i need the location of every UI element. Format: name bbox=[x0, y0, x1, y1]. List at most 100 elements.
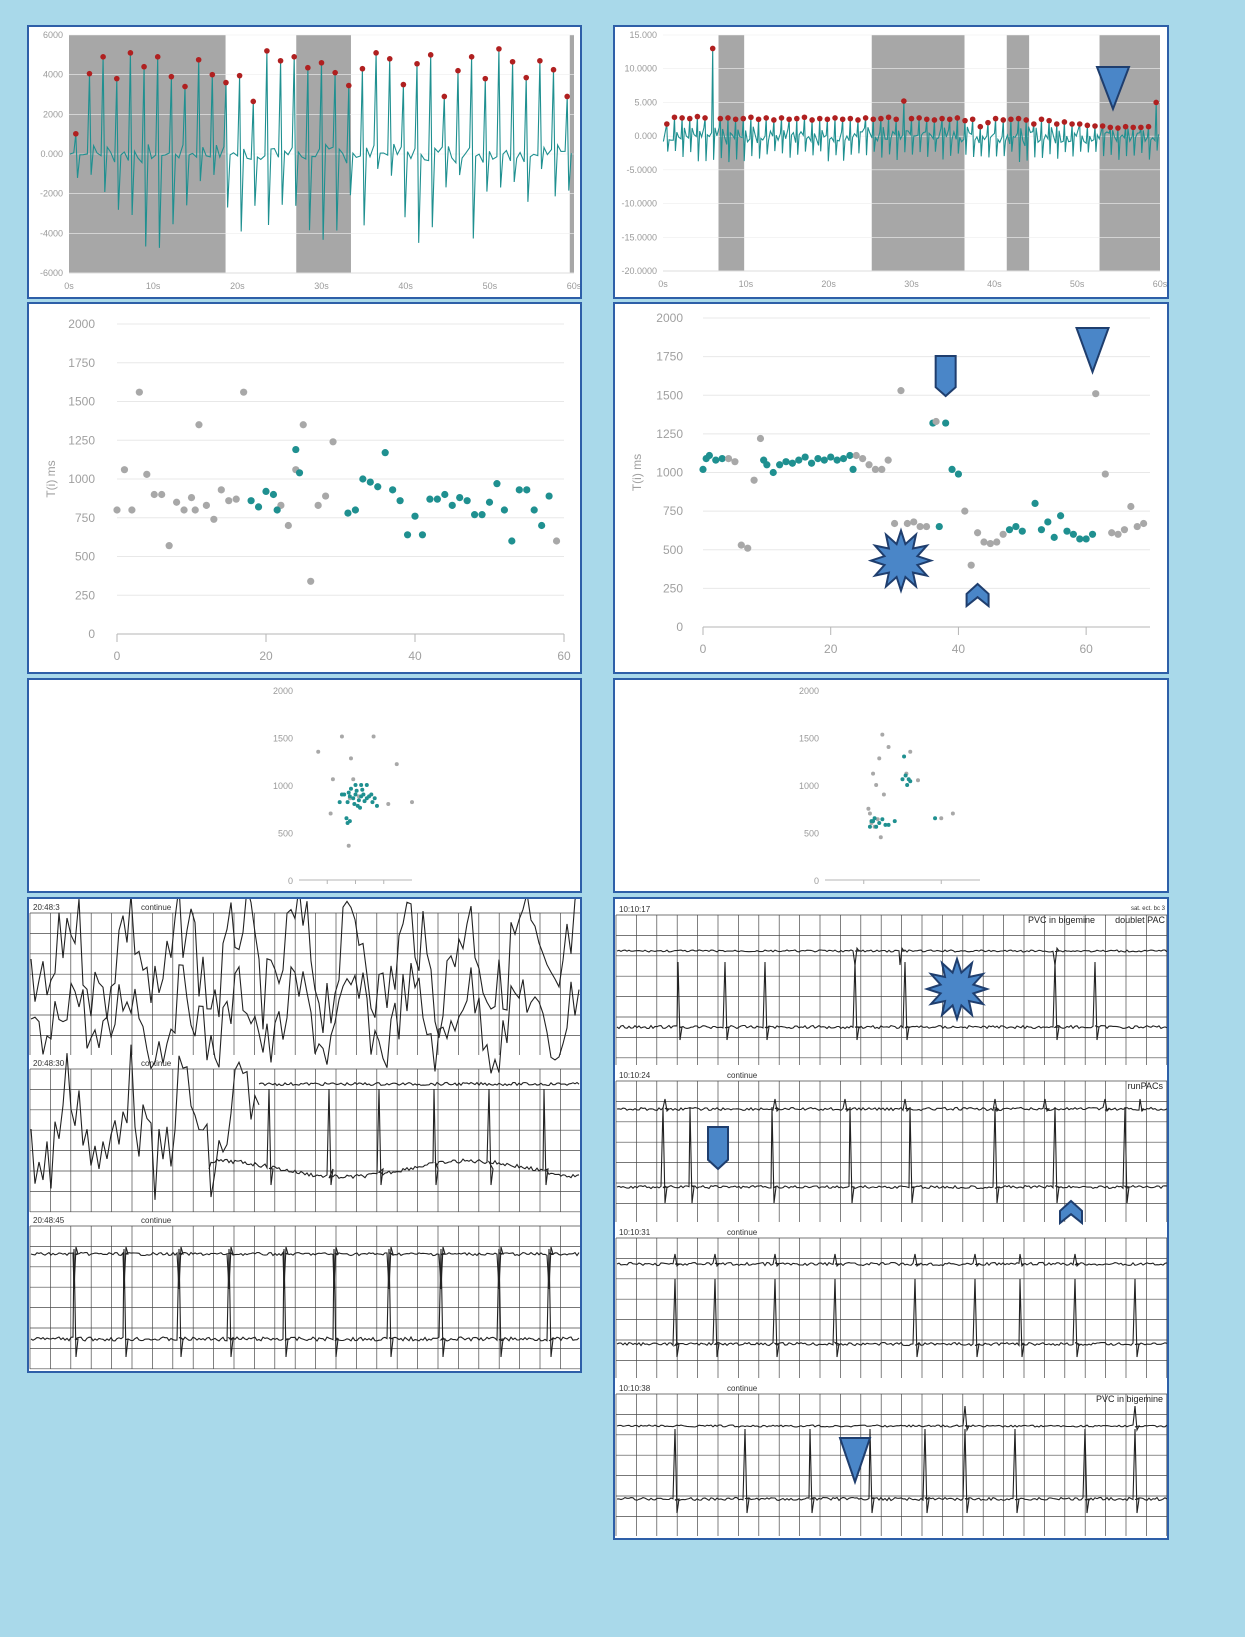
r-peak-marker bbox=[862, 115, 869, 121]
teal-data-point bbox=[381, 449, 389, 457]
ecg-grid bbox=[615, 914, 1167, 1065]
teal-data-point bbox=[345, 800, 350, 805]
y-tick-label: 1750 bbox=[68, 356, 95, 370]
teal-data-point bbox=[352, 802, 357, 806]
r-peak-marker bbox=[878, 115, 884, 122]
teal-data-point bbox=[1082, 535, 1090, 543]
y-tick-label: 2000 bbox=[799, 686, 819, 696]
r-peak-marker bbox=[86, 70, 93, 77]
y-tick-label: 0.000 bbox=[40, 149, 63, 159]
r-peak-marker bbox=[732, 116, 739, 123]
shaded-region-0 bbox=[718, 35, 745, 271]
y-tick-label: 500 bbox=[75, 550, 95, 564]
grey-data-point bbox=[890, 519, 899, 528]
teal-data-point bbox=[500, 506, 508, 514]
ecg-trace-upper bbox=[616, 1098, 1167, 1113]
r-peak-marker bbox=[709, 45, 716, 52]
teal-data-point bbox=[403, 531, 412, 539]
grey-data-point bbox=[217, 486, 225, 494]
starburst-marker bbox=[867, 527, 935, 594]
shaded-region-1 bbox=[871, 35, 965, 271]
teal-data-point bbox=[827, 453, 835, 461]
teal-data-point bbox=[699, 465, 707, 474]
x-tick-label: 20 bbox=[824, 642, 838, 656]
r-peak-marker bbox=[100, 54, 106, 60]
x-tick-label: 30s bbox=[314, 281, 329, 291]
ecg-trace-lower bbox=[616, 1106, 1167, 1204]
teal-data-point bbox=[347, 819, 352, 824]
grey-data-point bbox=[240, 388, 248, 396]
grey-data-point bbox=[939, 816, 944, 821]
teal-data-point bbox=[370, 800, 375, 805]
ecg-trace-upper bbox=[616, 1405, 1167, 1433]
grey-data-point bbox=[328, 811, 333, 816]
teal-data-point bbox=[846, 451, 854, 460]
grey-data-point bbox=[744, 544, 752, 552]
teal-data-point bbox=[353, 792, 358, 797]
teal-data-point bbox=[820, 456, 828, 464]
teal-data-point bbox=[411, 512, 419, 520]
grey-data-point bbox=[897, 387, 905, 395]
y-tick-label: 0 bbox=[814, 876, 819, 886]
grey-data-point bbox=[351, 777, 356, 782]
x-tick-label: 10s bbox=[739, 279, 754, 289]
teal-data-point bbox=[348, 786, 353, 791]
y-tick-label: 2000 bbox=[273, 686, 293, 696]
teal-data-point bbox=[351, 506, 359, 514]
y-tick-label: -6000 bbox=[40, 268, 63, 278]
grey-data-point bbox=[1140, 519, 1148, 528]
grey-data-point bbox=[756, 434, 765, 443]
teal-data-point bbox=[1012, 522, 1020, 531]
strip-timestamp: 10:10:31 bbox=[619, 1228, 651, 1237]
r-peak-marker bbox=[686, 115, 693, 122]
r-peak-marker bbox=[816, 115, 823, 122]
r-peak-marker bbox=[496, 46, 502, 52]
r-peak-marker bbox=[839, 116, 846, 123]
teal-data-point bbox=[1005, 526, 1014, 534]
strip-note: continue bbox=[141, 1059, 172, 1068]
y-tick-label: 250 bbox=[75, 588, 95, 602]
grey-data-point bbox=[886, 745, 891, 749]
grey-data-point bbox=[1101, 470, 1109, 478]
strip-header bbox=[29, 901, 580, 913]
r-peak-marker bbox=[182, 83, 188, 90]
teal-data-point bbox=[508, 537, 516, 545]
grey-data-point bbox=[932, 417, 940, 426]
grey-data-point bbox=[191, 506, 199, 514]
grey-data-point bbox=[724, 454, 733, 463]
triangle-marker bbox=[1075, 327, 1110, 375]
r-peak-marker bbox=[916, 115, 922, 121]
teal-data-point bbox=[418, 531, 427, 539]
x-tick-label: 10s bbox=[146, 281, 161, 291]
x-tick-label: 50s bbox=[1070, 279, 1085, 289]
ecg-trace-upper bbox=[616, 1253, 1167, 1268]
poincare-left-chart: 0 500 1000 1500 2000 bbox=[273, 686, 414, 886]
grey-data-point bbox=[330, 777, 335, 782]
teal-data-point bbox=[344, 816, 349, 821]
ecg-grid bbox=[29, 1068, 580, 1213]
triangle-marker bbox=[1095, 66, 1131, 112]
grey-data-point bbox=[881, 792, 886, 797]
y-tick-label: -4000 bbox=[40, 228, 63, 238]
r-peak-marker bbox=[939, 115, 945, 122]
teal-data-point bbox=[705, 451, 713, 460]
r-peak-marker bbox=[277, 57, 284, 64]
panel-rr-left: 0 250 500 750 1000 1250 1500 1750 2000 0 20 40 60 T(i… bbox=[27, 302, 582, 674]
teal-data-point bbox=[795, 456, 803, 464]
teal-data-point bbox=[935, 522, 943, 531]
r-peak-marker bbox=[847, 115, 854, 122]
y-tick-label: -20.0000 bbox=[621, 266, 657, 276]
r-peak-marker bbox=[870, 116, 877, 123]
grey-data-point bbox=[867, 811, 872, 816]
strip-timestamp: 20:48:45 bbox=[33, 1216, 65, 1225]
strip-event-label: doublet PAC bbox=[1115, 915, 1165, 925]
strip-note: continue bbox=[727, 1071, 758, 1080]
r-peak-marker bbox=[1145, 123, 1152, 130]
r-peak-marker bbox=[1138, 124, 1144, 131]
y-tick-label: 750 bbox=[663, 504, 683, 518]
teal-data-point bbox=[360, 787, 365, 792]
strip-header bbox=[29, 1057, 580, 1069]
r-peak-marker bbox=[763, 115, 770, 121]
panel-tachogram-right: -20.0000 -15.0000 -10.0000 -5.0000 0.000 5.00… bbox=[613, 25, 1169, 299]
y-tick-label: 1750 bbox=[656, 350, 683, 364]
